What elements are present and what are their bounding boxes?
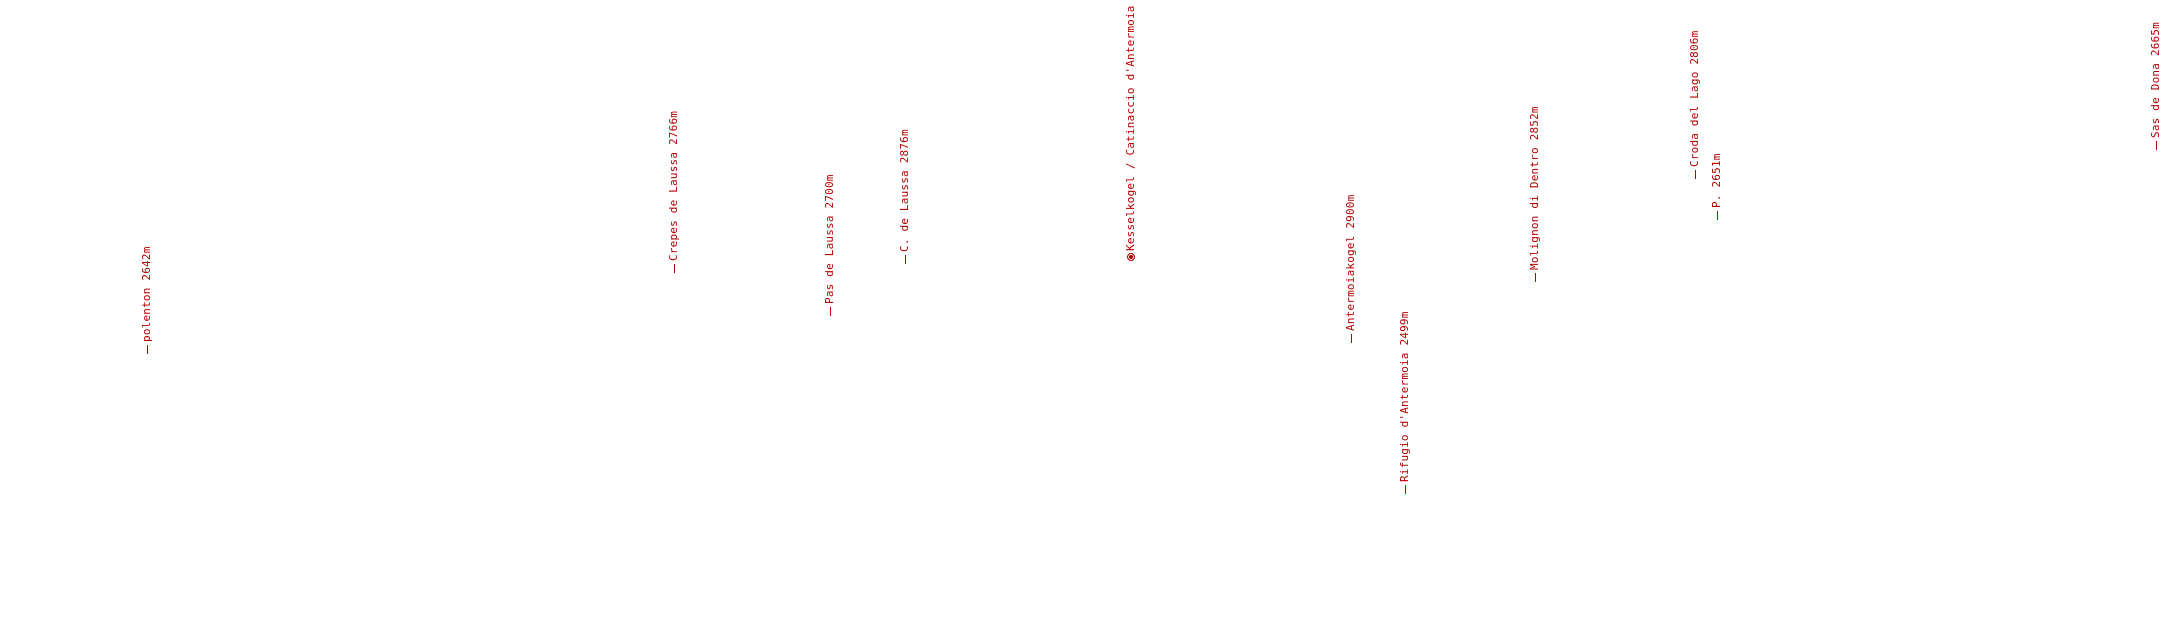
tick-mark-icon (2155, 141, 2157, 150)
peak-label-sas-de-dona[interactable]: Sas de Dona 2665m (2149, 22, 2162, 150)
peak-label-c-de-laussa[interactable]: C. de Laussa 2876m (898, 129, 911, 264)
peak-label-text: polenton 2642m (140, 246, 153, 342)
peak-label-pas-de-laussa[interactable]: Pas de Laussa 2700m (823, 174, 836, 316)
peak-label-text: P. 2651m (1710, 153, 1723, 208)
peak-label-text: Antermoiakogel 2900m (1344, 194, 1357, 331)
tick-mark-icon (1350, 334, 1352, 343)
tick-mark-icon (1534, 273, 1536, 282)
tick-mark-icon (904, 255, 906, 264)
tick-mark-icon (1404, 485, 1406, 494)
peak-label-text: Molignon di Dentro 2852m (1528, 106, 1541, 270)
peak-label-antermoiakogel[interactable]: Antermoiakogel 2900m (1344, 194, 1357, 343)
peak-label-text: Sas de Dona 2665m (2149, 22, 2162, 138)
tick-mark-icon (673, 264, 675, 273)
peak-label-molignon-di-dentro[interactable]: Molignon di Dentro 2852m (1528, 106, 1541, 282)
peak-label-polenton[interactable]: polenton 2642m (140, 246, 153, 354)
peak-label-text: Rifugio d'Antermoia 2499m (1398, 311, 1411, 482)
selected-peak-marker-icon (1127, 253, 1135, 261)
peak-label-p-2651[interactable]: P. 2651m (1710, 153, 1723, 220)
tick-mark-icon (829, 307, 831, 316)
peak-label-text: Kesselkogel / Catinaccio d'Antermoia 300… (1124, 0, 1137, 251)
tick-mark-icon (1716, 211, 1718, 220)
peak-label-rifugio-d-antermoia[interactable]: Rifugio d'Antermoia 2499m (1398, 311, 1411, 494)
peak-label-crepes-de-laussa[interactable]: Crepes de Laussa 2766m (667, 110, 680, 273)
peak-label-croda-del-lago[interactable]: Croda del Lago 2806m (1688, 30, 1701, 179)
peak-label-text: C. de Laussa 2876m (898, 129, 911, 252)
tick-mark-icon (1694, 170, 1696, 179)
tick-mark-icon (146, 345, 148, 354)
peak-label-text: Crepes de Laussa 2766m (667, 110, 680, 261)
peak-label-text: Croda del Lago 2806m (1688, 30, 1701, 167)
peak-label-text: Pas de Laussa 2700m (823, 174, 836, 304)
peak-label-kesselkogel[interactable]: Kesselkogel / Catinaccio d'Antermoia 300… (1124, 0, 1137, 261)
